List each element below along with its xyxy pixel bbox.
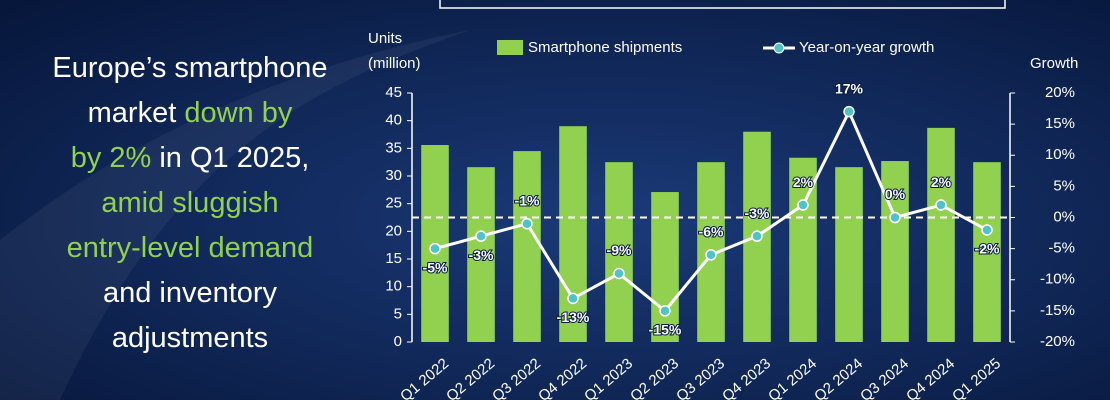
data-label: -9% bbox=[607, 242, 632, 258]
legend-swatch bbox=[497, 40, 523, 55]
headline-text: Europe’s smartphone bbox=[52, 52, 328, 84]
growth-marker bbox=[889, 211, 901, 224]
headline-text: in Q1 2025, bbox=[151, 142, 310, 174]
data-label: -6% bbox=[699, 224, 724, 240]
y-axis-title: Units (million) bbox=[368, 30, 421, 72]
data-label: 0% bbox=[885, 186, 906, 202]
y-tick-label: 15 bbox=[385, 250, 402, 267]
headline-text: adjustments bbox=[111, 322, 269, 354]
y-tick-label: 45 bbox=[385, 84, 402, 101]
growth-marker bbox=[475, 230, 487, 242]
y-tick-label: 0 bbox=[394, 333, 402, 350]
y2-tick-label: -15% bbox=[1040, 302, 1075, 319]
bar bbox=[559, 126, 587, 342]
data-label: 2% bbox=[793, 174, 814, 190]
bar bbox=[605, 162, 633, 342]
bar bbox=[467, 167, 495, 342]
y2-tick-label: -20% bbox=[1040, 333, 1075, 350]
growth-marker bbox=[981, 224, 993, 236]
headline-line: amid sluggish bbox=[10, 181, 370, 226]
swoosh bbox=[0, 30, 470, 400]
headline-text: down by bbox=[184, 97, 293, 129]
growth-marker bbox=[797, 199, 809, 211]
growth-marker bbox=[613, 267, 625, 280]
headline-line: Europe’s smartphone bbox=[10, 46, 370, 91]
legend-label: Year-on-year growth bbox=[799, 39, 934, 56]
headline-line: by 2% in Q1 2025, bbox=[10, 136, 370, 181]
y-tick-label: 5 bbox=[394, 305, 402, 322]
y2-tick-label: 0% bbox=[1053, 208, 1075, 225]
growth-marker bbox=[429, 242, 441, 255]
data-label: -5% bbox=[423, 259, 448, 275]
y2-tick-label: 20% bbox=[1045, 84, 1075, 101]
growth-marker bbox=[659, 305, 671, 317]
bar bbox=[973, 162, 1001, 342]
y-tick-label: 35 bbox=[385, 139, 402, 156]
headline-line: entry-level demand bbox=[10, 226, 370, 271]
data-label: -15% bbox=[649, 322, 682, 338]
growth-marker bbox=[705, 249, 717, 261]
growth-marker bbox=[935, 199, 947, 211]
data-label: -3% bbox=[469, 247, 494, 263]
growth-marker bbox=[751, 230, 763, 242]
data-label: -3% bbox=[745, 205, 770, 221]
y-tick-label: 30 bbox=[385, 167, 402, 184]
y-tick-label: 40 bbox=[385, 112, 402, 129]
bar bbox=[927, 127, 955, 342]
headline-line: adjustments bbox=[10, 316, 370, 361]
y-tick-label: 10 bbox=[385, 278, 402, 295]
y-tick-label: 25 bbox=[385, 195, 402, 212]
y2-tick-label: -10% bbox=[1040, 271, 1075, 288]
bar bbox=[835, 167, 863, 342]
data-label: -1% bbox=[515, 192, 540, 208]
legend-label: Smartphone shipments bbox=[528, 39, 682, 56]
y2-tick-label: 5% bbox=[1053, 177, 1075, 194]
bar bbox=[651, 192, 679, 342]
data-label: 2% bbox=[931, 174, 952, 190]
legend-marker bbox=[773, 42, 785, 54]
bar bbox=[513, 151, 541, 342]
growth-marker bbox=[567, 292, 579, 305]
y-tick-label: 20 bbox=[385, 222, 402, 239]
headline-line: market down by bbox=[10, 91, 370, 136]
y2-axis-title: Growth bbox=[1030, 55, 1078, 72]
y2-tick-label: 15% bbox=[1045, 115, 1075, 132]
top-frame bbox=[439, 0, 1006, 9]
headline-text: market bbox=[87, 97, 185, 129]
headline: Europe’s smartphone market down by by 2% i… bbox=[10, 46, 370, 361]
headline-text: by 2% bbox=[70, 142, 152, 174]
headline-text: entry-level demand bbox=[66, 232, 314, 264]
data-label: -2% bbox=[975, 241, 1000, 257]
headline-line: and inventory bbox=[10, 271, 370, 316]
headline-text: amid sluggish bbox=[101, 187, 279, 219]
y2-tick-label: 10% bbox=[1045, 146, 1075, 163]
y2-tick-label: -5% bbox=[1048, 240, 1075, 257]
data-label: -13% bbox=[557, 309, 590, 325]
growth-marker bbox=[843, 105, 855, 118]
data-label: 17% bbox=[835, 80, 864, 96]
growth-marker bbox=[521, 217, 533, 230]
headline-text: and inventory bbox=[102, 277, 278, 309]
bar bbox=[881, 161, 909, 342]
